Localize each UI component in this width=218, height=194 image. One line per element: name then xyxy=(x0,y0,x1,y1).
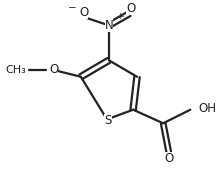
Text: OH: OH xyxy=(198,102,216,115)
Text: O: O xyxy=(79,6,88,19)
Text: S: S xyxy=(104,114,112,127)
Text: O: O xyxy=(164,152,174,165)
Text: O: O xyxy=(49,63,58,76)
Text: CH₃: CH₃ xyxy=(6,65,27,75)
Text: +: + xyxy=(116,12,123,21)
Text: −: − xyxy=(68,3,77,13)
Text: O: O xyxy=(126,2,135,15)
Text: N: N xyxy=(105,19,113,32)
